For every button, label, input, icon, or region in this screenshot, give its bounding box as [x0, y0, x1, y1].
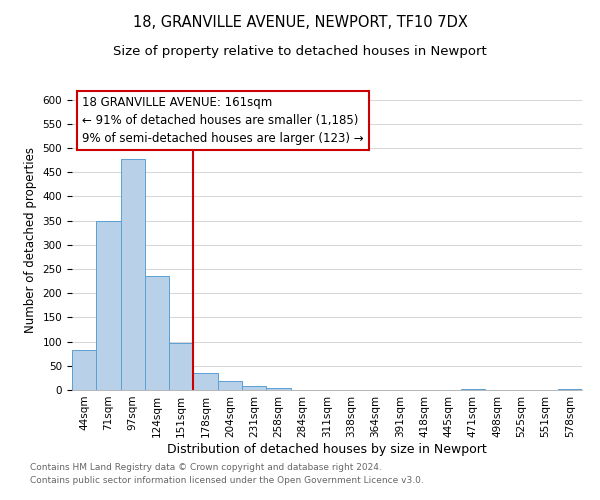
X-axis label: Distribution of detached houses by size in Newport: Distribution of detached houses by size …: [167, 442, 487, 456]
Text: 18 GRANVILLE AVENUE: 161sqm
← 91% of detached houses are smaller (1,185)
9% of s: 18 GRANVILLE AVENUE: 161sqm ← 91% of det…: [82, 96, 364, 145]
Bar: [72, 350, 96, 390]
Bar: [121, 158, 145, 390]
Bar: [242, 386, 266, 390]
Text: 18, GRANVILLE AVENUE, NEWPORT, TF10 7DX: 18, GRANVILLE AVENUE, NEWPORT, TF10 7DX: [133, 15, 467, 30]
Bar: [169, 343, 193, 390]
Bar: [193, 373, 218, 390]
Bar: [558, 388, 582, 390]
Bar: [218, 382, 242, 390]
Bar: [461, 388, 485, 390]
Text: Size of property relative to detached houses in Newport: Size of property relative to detached ho…: [113, 45, 487, 58]
Text: Contains HM Land Registry data © Crown copyright and database right 2024.
Contai: Contains HM Land Registry data © Crown c…: [30, 464, 424, 485]
Bar: [145, 276, 169, 390]
Bar: [96, 220, 121, 390]
Y-axis label: Number of detached properties: Number of detached properties: [24, 147, 37, 333]
Bar: [266, 388, 290, 390]
